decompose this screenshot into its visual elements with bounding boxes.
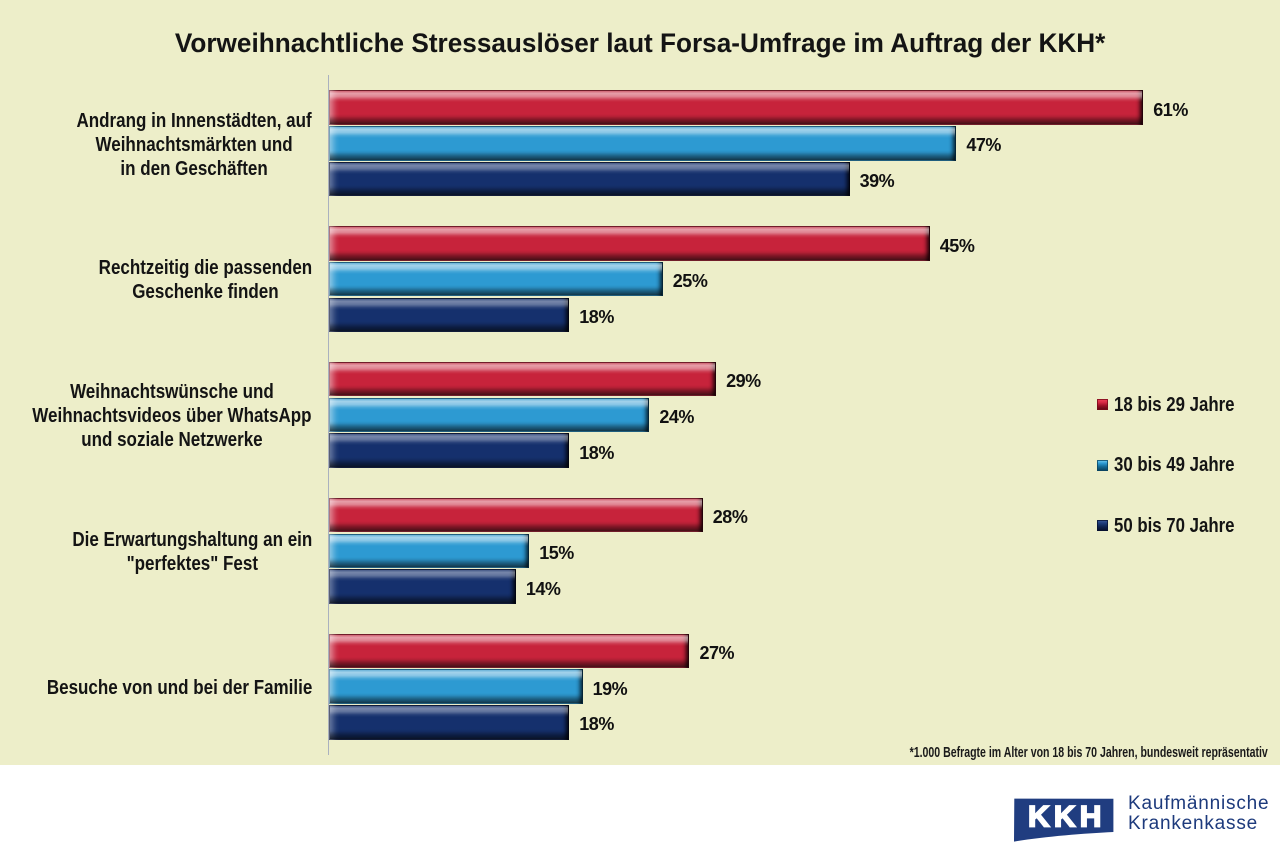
svg-text:KKH: KKH	[1028, 800, 1106, 833]
